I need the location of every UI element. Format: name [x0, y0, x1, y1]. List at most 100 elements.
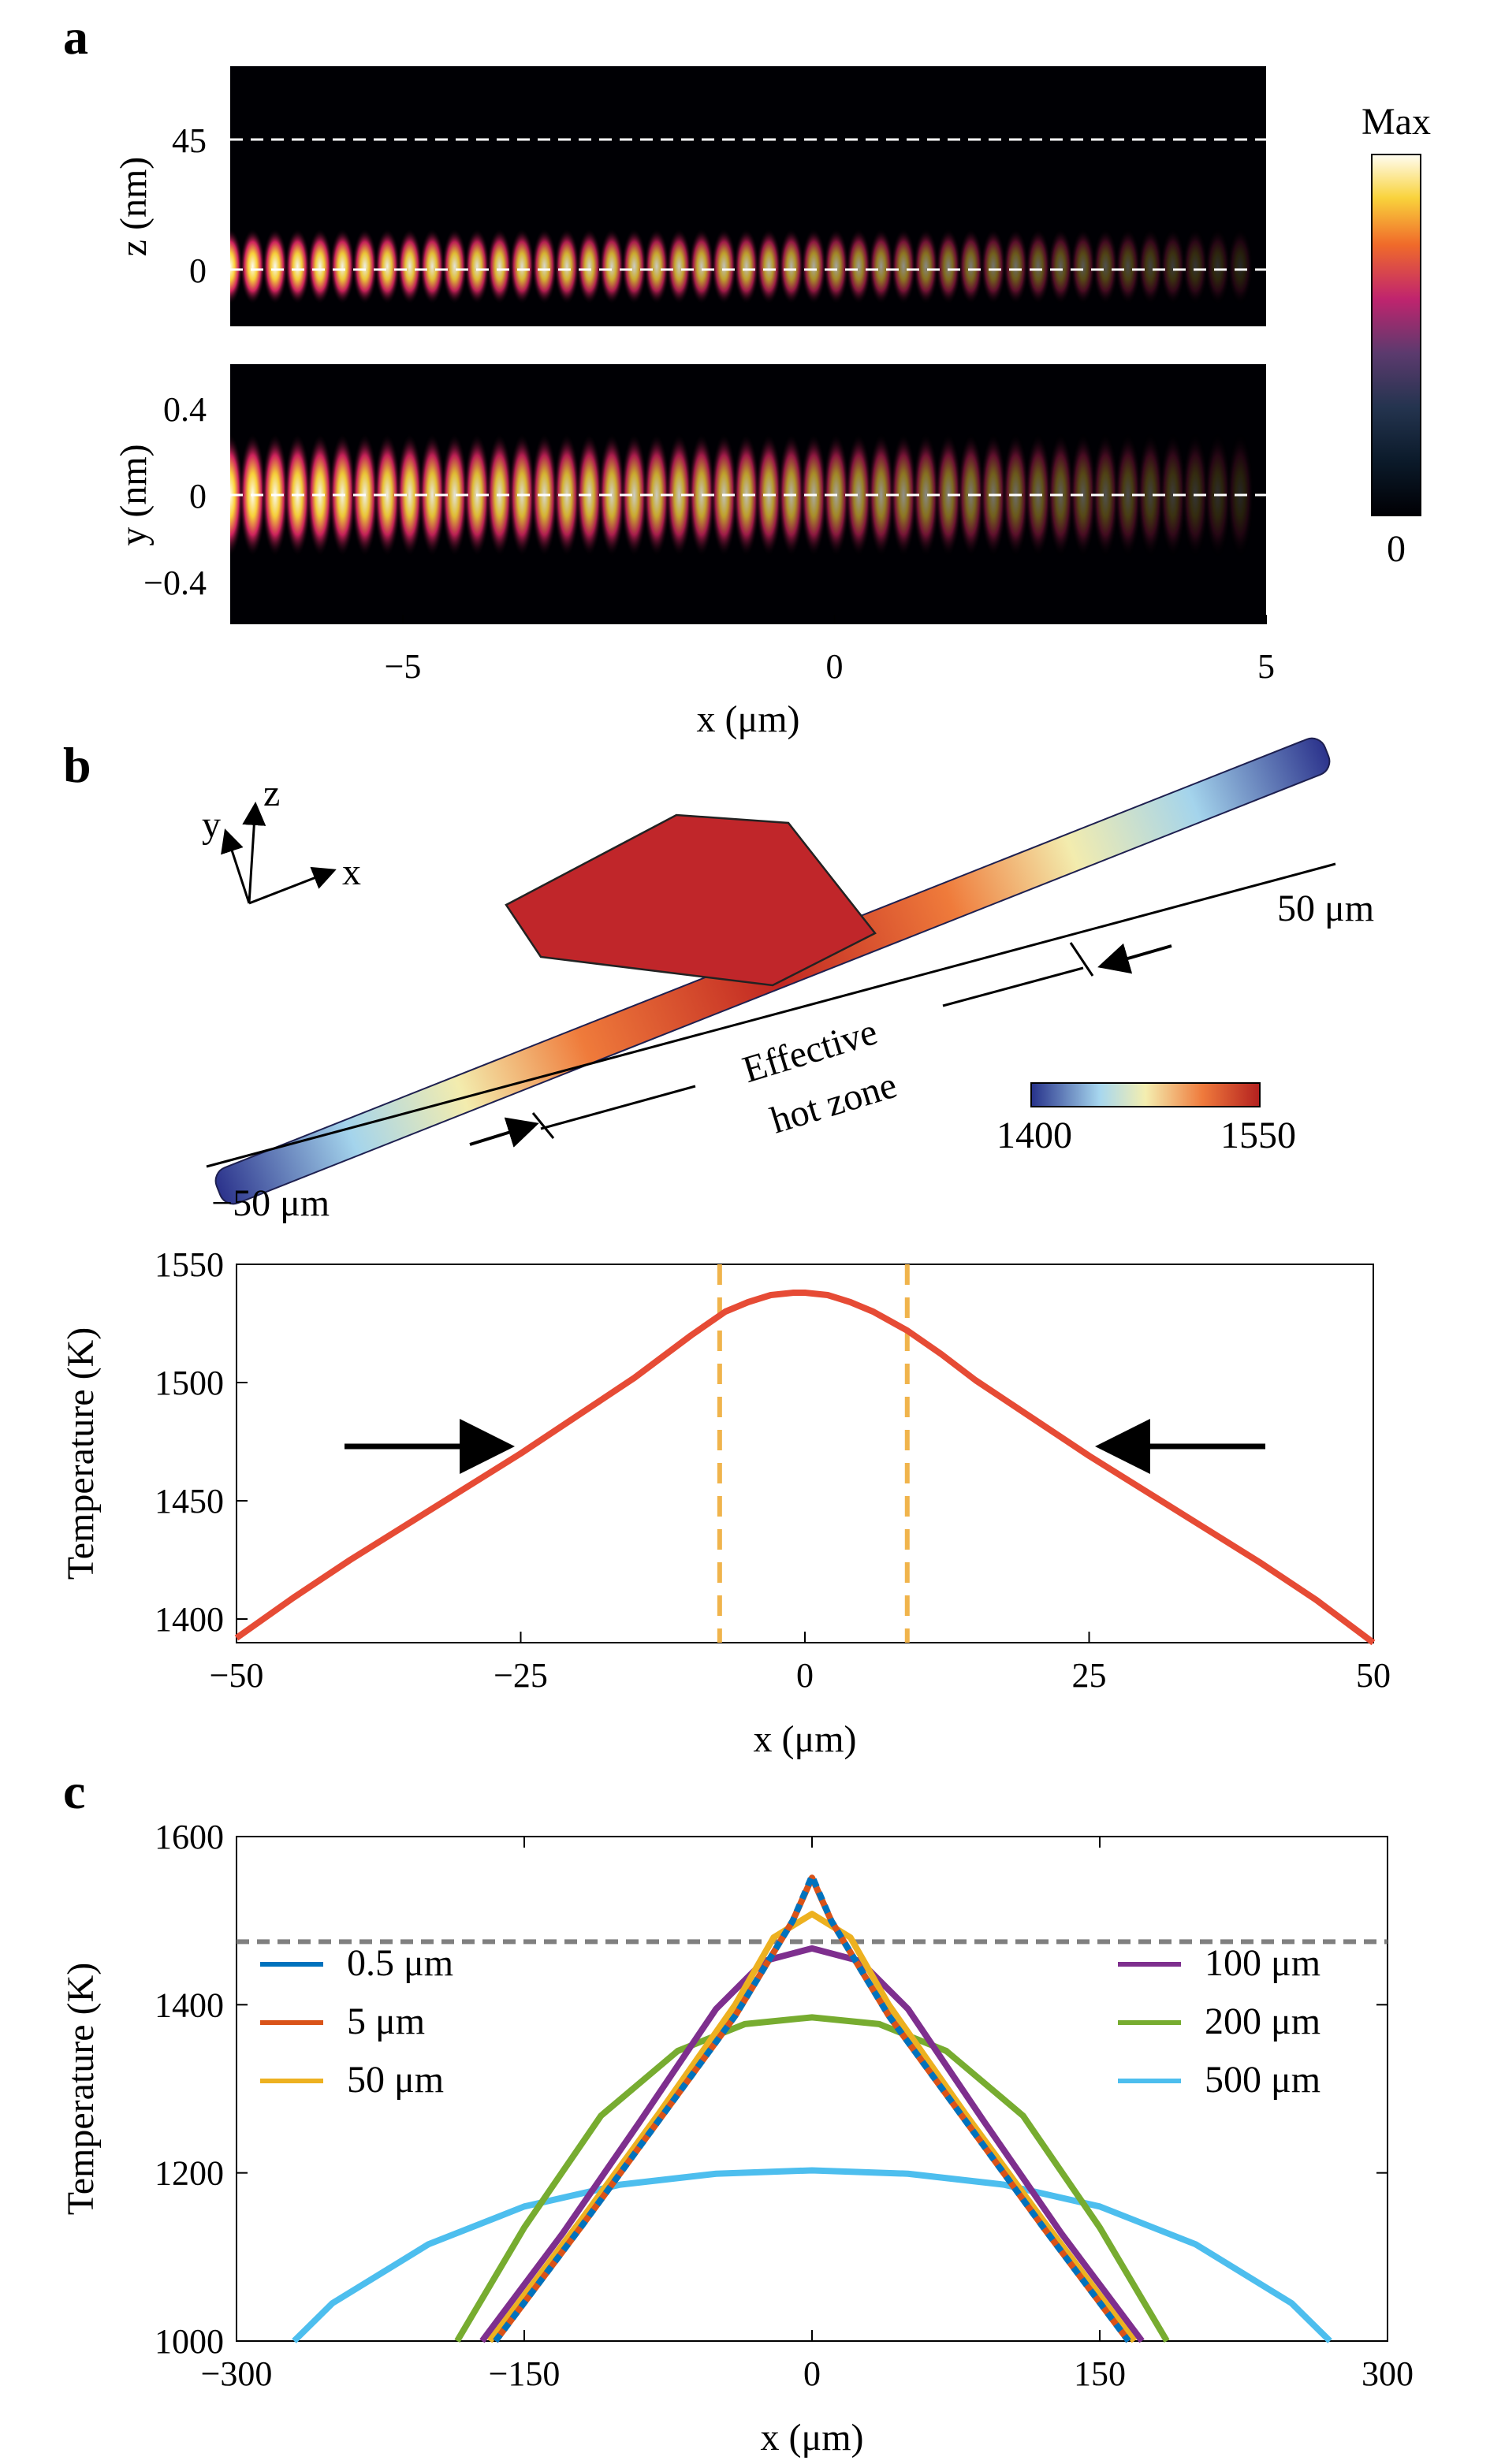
beam-lobe-bottom — [1114, 434, 1142, 556]
beam-lobe-top — [1070, 229, 1096, 304]
beam-lobe-top — [958, 229, 984, 304]
chart-b-ytick-label: 1550 — [155, 1245, 224, 1284]
triad-y-axis — [221, 828, 251, 904]
beam-lobe-top — [823, 229, 849, 304]
xtick-label-a: −5 — [385, 647, 422, 686]
ylabel-top: z (nm) — [113, 157, 155, 257]
triad-y-label: y — [202, 804, 221, 846]
beam-lobe-top — [1048, 229, 1074, 304]
beam-lobe-bottom — [374, 434, 401, 556]
chart-b-ytick-label: 1400 — [155, 1600, 224, 1639]
beam-lobe-top — [846, 229, 872, 304]
beam-lobe-top — [1205, 229, 1231, 304]
panel-b-schematic: y z x Effective hot zone −50 μm 50 μm 14… — [202, 737, 1374, 1224]
beam-lobe-top — [936, 229, 962, 304]
heatmap-top: 45 0 z (nm) — [113, 66, 1266, 326]
beam-lobe-bottom — [419, 434, 446, 556]
beam-lobe-top — [1183, 229, 1209, 304]
beam-lobe-top — [531, 229, 557, 304]
beam-lobe-top — [778, 229, 804, 304]
heatmap-bottom: 0.4 0 −0.4 y (nm) −5 0 5 x (μm) — [113, 364, 1275, 740]
chart-c-xtick-label: 150 — [1074, 2354, 1126, 2393]
chart-c-ytick-label: 1400 — [155, 1986, 224, 2024]
chart-c-xtick-label: −150 — [489, 2354, 561, 2393]
triad-z-axis — [242, 802, 266, 904]
beam-lobe-top — [1003, 229, 1029, 304]
xlabel-a: x (μm) — [696, 698, 799, 740]
chart-c-xtick-label: 0 — [803, 2354, 821, 2393]
chart-b-temperature-line — [234, 1290, 1376, 1646]
beam-lobe-top — [464, 229, 490, 304]
heatmap-top-beam — [218, 229, 1253, 304]
beam-lobe-top — [1160, 229, 1186, 304]
triad-x-label: x — [342, 851, 361, 893]
beam-lobe-top — [240, 229, 266, 304]
beam-lobe-top — [1115, 229, 1141, 304]
beam-lobe-top — [643, 229, 669, 304]
chart-c-marks — [237, 1873, 1388, 2343]
chart-b-xtick-label: −25 — [494, 1656, 548, 1695]
hot-zone-arrow-right — [1097, 943, 1172, 974]
chart-c-series-line — [493, 1873, 1131, 2343]
beam-lobe-top — [218, 229, 243, 304]
beam-lobe-top — [733, 229, 759, 304]
chart-b-ytick-label: 1500 — [155, 1364, 224, 1402]
beam-lobe-top — [486, 229, 512, 304]
beam-lobe-top — [307, 229, 333, 304]
chart-b-xtick-label: 0 — [796, 1656, 814, 1695]
beam-lobe-top — [285, 229, 311, 304]
hot-zone-line-right — [942, 966, 1084, 1007]
chart-b-ylabel: Temperature (K) — [60, 1327, 102, 1580]
beam-lobe-bottom — [687, 434, 715, 556]
triad-z-label: z — [263, 772, 280, 814]
beam-lobe-bottom — [890, 434, 918, 556]
chart-c-legend-label: 500 μm — [1205, 2059, 1321, 2101]
chart-c-ytick-label: 1600 — [155, 1818, 224, 1856]
panel-letter-a: a — [63, 9, 88, 65]
beam-lobe-top — [262, 229, 288, 304]
hot-zone-arrow-left — [469, 1117, 539, 1148]
chart-c-series-line — [487, 1911, 1137, 2343]
chart-c-ytick-label: 1000 — [155, 2322, 224, 2361]
axis-triad: y z x — [202, 772, 361, 905]
ytick-bottom-0: 0 — [189, 477, 207, 516]
beam-lobe-top — [576, 229, 602, 304]
scale-line-main — [206, 862, 1336, 1168]
colorbar-a-min-label: 0 — [1387, 528, 1406, 570]
chart-c-legend-label: 5 μm — [347, 2001, 425, 2042]
beam-lobe-bottom — [441, 434, 468, 556]
ytick-top-0: 0 — [189, 251, 207, 290]
xticks-a: −5 0 5 — [385, 615, 1275, 686]
label-minus50: −50 μm — [211, 1182, 330, 1224]
ytick-bottom-0.4: 0.4 — [163, 390, 207, 429]
chart-c-series-line — [479, 1945, 1145, 2343]
hot-zone-line-left — [540, 1085, 696, 1130]
triad-x-axis — [248, 866, 337, 905]
beam-lobe-bottom — [620, 434, 648, 556]
colorbar-b-bar — [1030, 1082, 1261, 1107]
heater-block — [505, 813, 877, 987]
chart-b-xtick-label: 25 — [1072, 1656, 1107, 1695]
chart-c-legend-label: 200 μm — [1205, 2001, 1321, 2042]
beam-lobe-top — [711, 229, 737, 304]
chart-b-xtick-label: 50 — [1356, 1656, 1391, 1695]
beam-lobe-top — [352, 229, 378, 304]
panel-letter-c: c — [63, 1763, 85, 1819]
beam-lobe-top — [666, 229, 692, 304]
chart-c-series-line — [292, 2167, 1332, 2343]
colorbar-b-min-label: 1400 — [996, 1115, 1072, 1156]
chart-c-series-line — [454, 2014, 1170, 2343]
xtick-label-a: 0 — [826, 647, 844, 686]
beam-lobe-top — [554, 229, 580, 304]
chart-b-marks — [234, 1264, 1376, 1646]
beam-lobe-top — [441, 229, 467, 304]
chart-c-legend-label: 100 μm — [1205, 1942, 1321, 1984]
chart-c-legend: 0.5 μm 5 μm 50 μm 100 μm 200 μm 500 μm — [260, 1942, 1321, 2101]
colorbar-a-bar — [1371, 154, 1421, 516]
beam-lobe-top — [1025, 229, 1051, 304]
beam-lobe-bottom — [1137, 434, 1164, 556]
beam-lobe-top — [330, 229, 356, 304]
beam-lobe-top — [1093, 229, 1119, 304]
beam-lobe-top — [891, 229, 917, 304]
chart-b-xlabel: x (μm) — [753, 1718, 856, 1760]
